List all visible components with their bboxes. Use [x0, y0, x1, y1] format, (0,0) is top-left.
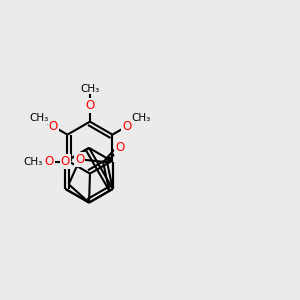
Text: O: O [116, 141, 124, 154]
Text: O: O [44, 155, 54, 168]
Text: CH₃: CH₃ [23, 157, 42, 166]
Text: CH₃: CH₃ [29, 113, 49, 123]
Text: O: O [122, 120, 131, 133]
Text: CH₃: CH₃ [80, 84, 100, 94]
Text: CH₃: CH₃ [131, 113, 150, 123]
Text: O: O [61, 155, 70, 168]
Text: O: O [49, 120, 58, 133]
Text: O: O [75, 153, 85, 166]
Text: O: O [85, 99, 94, 112]
